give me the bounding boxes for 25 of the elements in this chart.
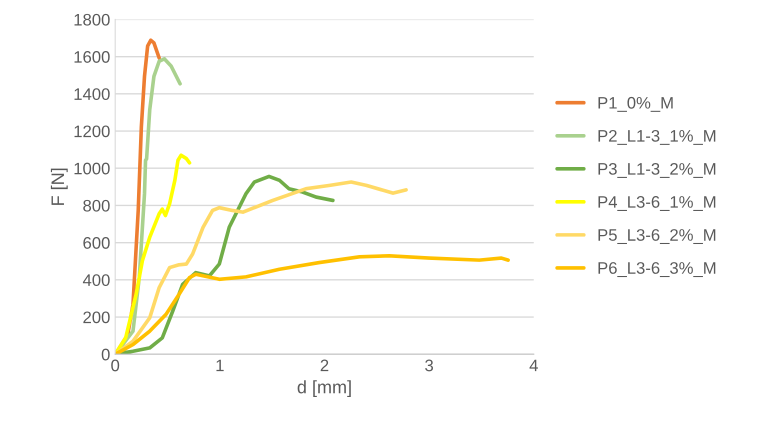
y-tick-label: 600 [83, 237, 110, 249]
legend-label: P5_L3-6_2%_M [598, 229, 716, 244]
x-tick-label: 4 [530, 360, 538, 372]
y-tick-label: 800 [83, 200, 110, 212]
y-tick-label: 200 [83, 311, 110, 324]
y-tick-label: 1400 [74, 88, 110, 100]
y-tick-label: 1800 [74, 14, 110, 26]
x-tick-label: 0 [111, 360, 120, 372]
x-axis-title: d [mm] [298, 380, 351, 398]
x-tick-label: 1 [216, 360, 224, 372]
y-axis-title: F [N] [50, 168, 68, 205]
y-tick-label: 1600 [74, 51, 110, 63]
legend-label: P4_L3-6_1%_M [598, 196, 716, 211]
y-tick-label: 1000 [74, 162, 110, 174]
y-tick-label: 1200 [74, 125, 110, 138]
legend-label: P3_L1-3_2%_M [598, 162, 716, 178]
line-series [115, 254, 510, 354]
legend-label: P6_L3-6_3%_M [598, 262, 716, 278]
y-tick-label: 0 [102, 348, 110, 360]
y-tick-label: 400 [82, 274, 110, 286]
legend-label: P2_L1-3_1%_M [598, 130, 716, 145]
legend-label: P1_0%_M [598, 96, 673, 112]
x-tick-label: 2 [320, 360, 328, 372]
x-tick-label: 3 [425, 360, 434, 372]
line-series [115, 180, 408, 354]
